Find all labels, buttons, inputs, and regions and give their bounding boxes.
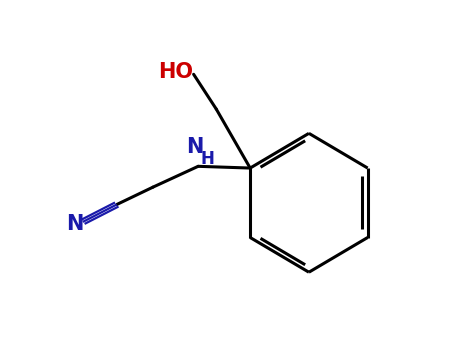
- Text: HO: HO: [158, 62, 193, 82]
- Text: N: N: [186, 137, 203, 157]
- Text: N: N: [66, 214, 83, 233]
- Text: H: H: [200, 150, 214, 168]
